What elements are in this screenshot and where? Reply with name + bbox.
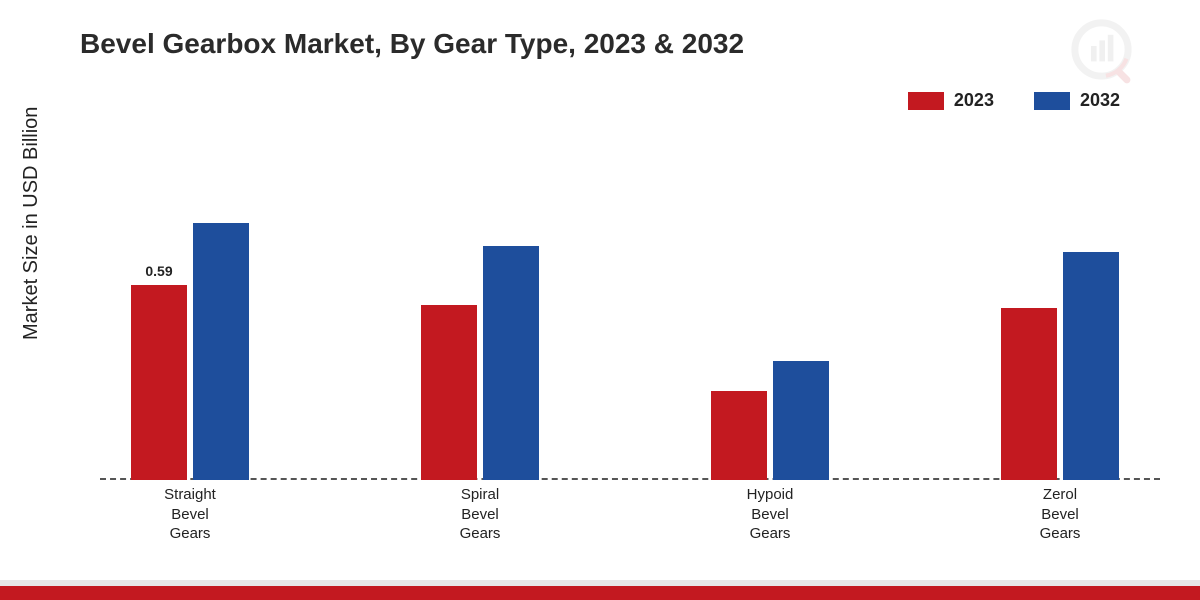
x-tick-label: ZerolBevelGears xyxy=(980,485,1140,544)
chart-page: Bevel Gearbox Market, By Gear Type, 2023… xyxy=(0,0,1200,600)
bar-2023 xyxy=(421,305,477,480)
watermark-logo xyxy=(1070,18,1140,88)
legend-swatch-2023 xyxy=(908,92,944,110)
bar-2032 xyxy=(483,246,539,480)
legend-swatch-2032 xyxy=(1034,92,1070,110)
x-axis-labels: StraightBevelGears SpiralBevelGears Hypoid… xyxy=(100,485,1160,565)
x-tick-label: StraightBevelGears xyxy=(110,485,270,544)
bar-group xyxy=(980,252,1140,480)
footer-bar xyxy=(0,586,1200,600)
bar-2032 xyxy=(773,361,829,480)
y-axis-label: Market Size in USD Billion xyxy=(20,107,43,340)
legend-label-2023: 2023 xyxy=(954,90,994,111)
bar-2023: 0.59 xyxy=(131,285,187,480)
x-tick-label: SpiralBevelGears xyxy=(400,485,560,544)
bar-group: 0.59 xyxy=(110,223,270,480)
bar-2032 xyxy=(1063,252,1119,480)
legend-item-2032: 2032 xyxy=(1034,90,1120,111)
bar-2032 xyxy=(193,223,249,480)
legend-item-2023: 2023 xyxy=(908,90,994,111)
x-tick-label: HypoidBevelGears xyxy=(690,485,850,544)
legend: 2023 2032 xyxy=(908,90,1120,111)
plot-area: 0.59 xyxy=(100,150,1160,480)
bar-group xyxy=(400,246,560,480)
bar-group xyxy=(690,361,850,480)
bar-value-label: 0.59 xyxy=(145,263,172,279)
bar-2023 xyxy=(1001,308,1057,480)
legend-label-2032: 2032 xyxy=(1080,90,1120,111)
chart-title: Bevel Gearbox Market, By Gear Type, 2023… xyxy=(80,28,744,60)
bar-2023 xyxy=(711,391,767,480)
